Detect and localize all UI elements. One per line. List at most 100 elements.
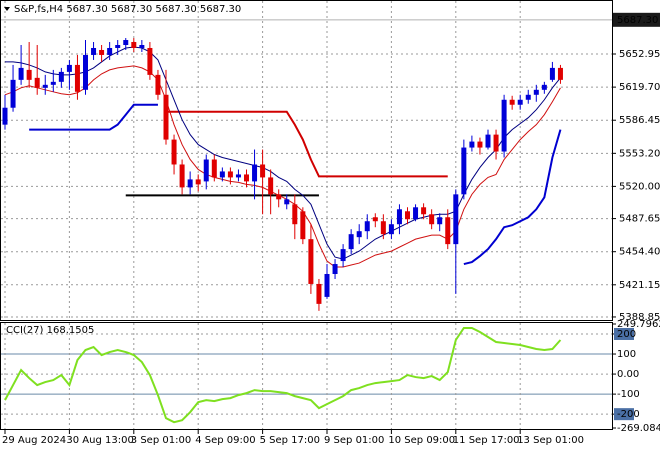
y-tick-label: 100	[617, 349, 636, 360]
candle-body	[99, 49, 105, 55]
candle-body	[123, 40, 129, 46]
y-tick-label: 5388.85	[619, 312, 660, 323]
candle-body	[557, 67, 563, 80]
candle-body	[501, 99, 507, 152]
y-tick-label: -100	[617, 389, 640, 400]
x-tick-label: 9 Sep 01:00	[324, 435, 384, 446]
candle-body	[187, 179, 193, 188]
candle-body	[42, 84, 48, 88]
indicator-line	[5, 46, 561, 260]
y-tick-label: 5454.40	[619, 247, 660, 258]
candle-body	[453, 194, 459, 245]
candle-body	[260, 164, 266, 178]
candle-body	[332, 264, 338, 275]
candle-body	[348, 234, 354, 250]
candle-body	[316, 283, 322, 304]
candle-body	[50, 81, 56, 85]
candle-body	[268, 177, 274, 195]
candle-body	[276, 194, 282, 200]
candle-body	[252, 164, 258, 182]
candle-body	[372, 217, 378, 222]
candle-body	[10, 79, 16, 108]
x-tick-label: 10 Sep 09:00	[388, 435, 455, 446]
candle-body	[533, 89, 539, 95]
y-tick-label: 5652.95	[619, 49, 660, 60]
candle-body	[356, 231, 362, 238]
candle-body	[380, 221, 386, 235]
x-tick-label: 11 Sep 17:00	[453, 435, 520, 446]
last-price-box	[613, 12, 660, 27]
indicator-line	[166, 110, 448, 178]
price-panel-frame	[0, 0, 613, 321]
level-label-box	[614, 408, 634, 421]
candle-body	[219, 171, 225, 178]
candle-body	[364, 221, 370, 232]
level-label-box	[614, 327, 634, 340]
candle-body	[179, 164, 185, 188]
x-tick-label: 13 Sep 01:00	[517, 435, 584, 446]
x-tick-label: 3 Sep 01:00	[131, 435, 191, 446]
candle-body	[58, 71, 64, 82]
last-price-label: 5687.30	[617, 15, 658, 26]
cci-panel-frame	[0, 322, 613, 430]
candle-body	[429, 214, 435, 225]
collapse-triangle	[4, 7, 10, 11]
candle-body	[155, 74, 161, 95]
candle-body	[485, 134, 491, 148]
candle-body	[139, 45, 145, 48]
candle-body	[525, 94, 531, 100]
candle-body	[445, 217, 451, 245]
candle-body	[437, 217, 443, 225]
candle-body	[461, 147, 467, 195]
candle-body	[107, 47, 113, 55]
candle-body	[493, 134, 499, 152]
y-tick-label: 5553.20	[619, 148, 660, 159]
candle-body	[292, 204, 298, 225]
y-tick-label: 5586.45	[619, 115, 660, 126]
candle-body	[147, 47, 153, 75]
candle-body	[195, 179, 201, 185]
y-tick-label: 200	[617, 329, 636, 340]
x-tick-label: 4 Sep 09:00	[195, 435, 255, 446]
candle-body	[413, 207, 419, 220]
candle-body	[91, 47, 97, 55]
candle-body	[284, 199, 290, 205]
candle-body	[34, 77, 40, 88]
candle-body	[509, 99, 515, 105]
candle-body	[477, 141, 483, 148]
y-tick-label: 249.7962	[617, 319, 660, 330]
cci-title: CCI(27) 168.1505	[6, 325, 94, 336]
candle-body	[83, 54, 88, 90]
indicator-line	[4, 65, 561, 268]
candle-body	[405, 211, 410, 220]
candle-body	[171, 139, 177, 165]
candle-body	[131, 42, 137, 48]
candle-body	[421, 207, 427, 215]
candle-body	[396, 209, 402, 225]
candle-body	[517, 99, 523, 105]
price-title: S&P,fs,H4 5687.30 5687.30 5687.30 5687.3…	[14, 4, 241, 15]
candle-body	[66, 64, 72, 72]
candle-body	[2, 107, 8, 125]
candle-body	[469, 141, 475, 148]
candle-body	[541, 84, 547, 90]
y-tick-label: 5619.70	[619, 82, 660, 93]
candle-body	[340, 249, 346, 262]
candle-body	[549, 67, 555, 80]
candle-body	[308, 239, 314, 284]
x-tick-label: 29 Aug 2024	[2, 435, 66, 446]
y-tick-label: 5421.15	[619, 280, 660, 291]
indicator-line	[29, 103, 562, 266]
y-tick-label: -200	[617, 409, 640, 420]
y-tick-label: 5520.00	[619, 181, 660, 192]
y-tick-label: 5487.65	[619, 214, 660, 225]
candle-body	[74, 64, 80, 92]
candle-body	[26, 69, 32, 80]
cci-line	[4, 326, 562, 424]
x-tick-label: 30 Aug 13:00	[66, 435, 133, 446]
candle-body	[227, 171, 233, 178]
